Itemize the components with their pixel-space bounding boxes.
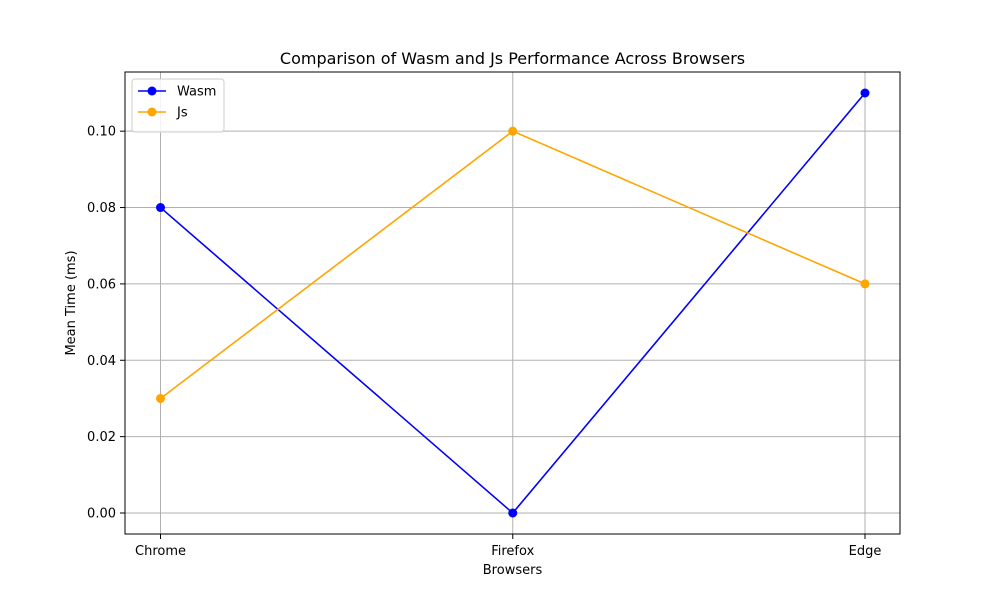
- legend-label-js: Js: [176, 106, 188, 121]
- y-tick-label: 0.08: [87, 201, 116, 216]
- y-tick-label: 0.06: [87, 277, 116, 292]
- series-layer: [156, 88, 870, 518]
- legend: Wasm Js: [131, 78, 225, 133]
- legend-marker-wasm: [147, 86, 157, 96]
- x-axis-label: Browsers: [483, 563, 543, 578]
- data-point-wasm-chrome: [156, 203, 165, 213]
- x-tick-label: Chrome: [135, 544, 186, 559]
- grid: [125, 72, 900, 534]
- x-tick-label: Firefox: [491, 544, 534, 559]
- data-point-js-chrome: [156, 393, 165, 403]
- legend-marker-js: [147, 107, 157, 117]
- y-tick-label: 0.10: [87, 125, 116, 140]
- x-axis: Chrome Firefox Edge: [135, 534, 881, 559]
- data-point-wasm-firefox: [508, 508, 518, 518]
- data-point-js-edge: [860, 279, 870, 289]
- y-tick-label: 0.04: [87, 354, 116, 369]
- y-tick-label: 0.02: [87, 430, 116, 445]
- chart-title: Comparison of Wasm and Js Performance Ac…: [280, 49, 745, 68]
- legend-label-wasm: Wasm: [177, 85, 216, 100]
- data-point-wasm-edge: [860, 88, 870, 98]
- y-axis: 0.00 0.02 0.04 0.06 0.08 0.10: [87, 125, 125, 522]
- x-tick-label: Edge: [849, 544, 882, 559]
- data-point-js-firefox: [508, 126, 518, 136]
- y-axis-label: Mean Time (ms): [64, 250, 79, 355]
- y-tick-label: 0.00: [87, 507, 116, 522]
